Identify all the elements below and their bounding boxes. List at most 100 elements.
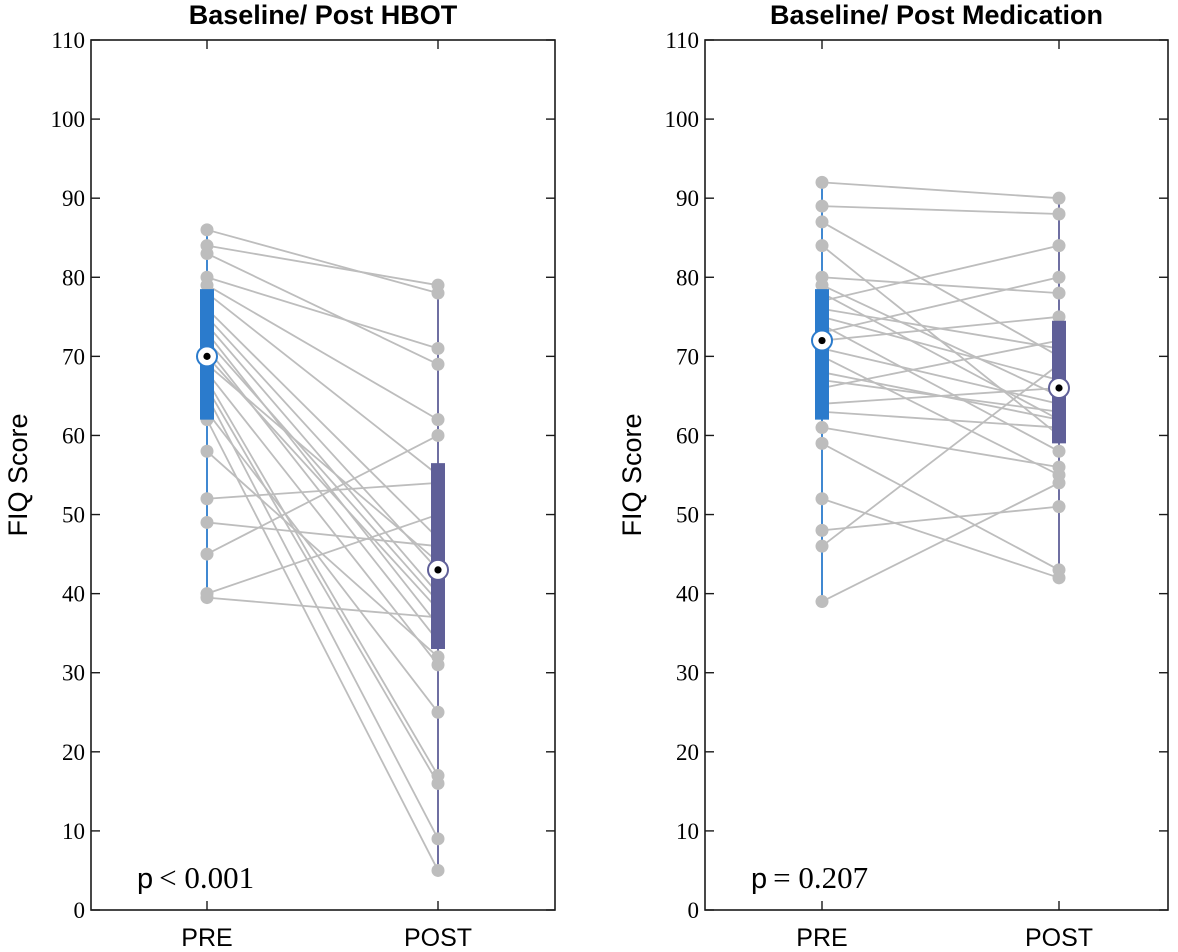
y-tick-label: 10: [62, 819, 85, 844]
pre-point: [200, 223, 214, 237]
median-dot-pre: [203, 352, 211, 360]
post-point: [431, 776, 445, 790]
post-point: [1052, 270, 1066, 284]
post-point: [431, 428, 445, 442]
pair-line: [821, 410, 1060, 429]
post-point: [431, 341, 445, 355]
box-post: [431, 463, 445, 649]
pair-line: [821, 284, 1060, 397]
p-value: < 0.001: [159, 860, 254, 895]
box-pre: [815, 289, 829, 420]
pair-line: [821, 505, 1060, 532]
y-tick-label: 30: [676, 661, 699, 686]
y-tick-label: 110: [665, 28, 699, 53]
y-tick-label: 80: [62, 265, 85, 290]
pre-point: [815, 421, 829, 435]
p-value-annotation: p = 0.207: [751, 860, 868, 895]
chart-title: Baseline/ Post Medication: [770, 0, 1103, 30]
pair-line: [206, 324, 439, 595]
p-label: p: [751, 863, 767, 895]
post-point: [431, 863, 445, 877]
pair-line: [206, 252, 439, 366]
pair-line: [206, 276, 439, 350]
pair-line: [206, 521, 439, 548]
pair-line: [821, 355, 1060, 476]
pair-line: [206, 332, 439, 626]
pair-line: [821, 387, 1060, 405]
pair-line: [821, 276, 1060, 334]
pre-point: [815, 175, 829, 189]
pair-line: [206, 371, 439, 666]
pre-point: [815, 595, 829, 609]
pair-line: [821, 497, 1060, 579]
y-tick-label: 80: [676, 265, 699, 290]
pair-line: [821, 205, 1060, 215]
y-tick-label: 90: [676, 186, 699, 211]
x-tick-label-post: POST: [404, 924, 472, 952]
post-point: [1052, 444, 1066, 458]
pair-line: [206, 513, 439, 595]
pair-line: [206, 411, 439, 713]
y-tick-label: 70: [676, 344, 699, 369]
post-point: [1052, 207, 1066, 221]
pair-line: [821, 482, 1060, 603]
chart-title: Baseline/ Post HBOT: [189, 0, 458, 30]
post-point: [1052, 571, 1066, 585]
post-point: [1052, 500, 1066, 514]
pre-point: [815, 215, 829, 229]
pair-line: [206, 308, 439, 539]
pre-point: [815, 492, 829, 506]
y-tick-label: 30: [62, 661, 85, 686]
y-tick-label: 40: [676, 582, 699, 607]
y-tick-label: 0: [74, 898, 86, 923]
pre-point: [200, 492, 214, 506]
x-tick-label-pre: PRE: [796, 924, 847, 952]
pair-line: [821, 323, 1060, 453]
pre-point: [815, 523, 829, 537]
pair-line: [206, 596, 439, 619]
pre-point: [815, 239, 829, 253]
pair-line: [206, 244, 439, 287]
pre-point: [815, 539, 829, 553]
pair-line: [206, 363, 439, 563]
y-tick-label: 70: [62, 344, 85, 369]
post-point: [1052, 191, 1066, 205]
y-tick-label: 100: [51, 107, 86, 132]
pair-line: [821, 339, 1060, 389]
y-axis-label: FIQ Score: [617, 413, 647, 536]
pair-line: [821, 315, 1060, 342]
y-tick-label: 100: [665, 107, 700, 132]
pair-line: [206, 434, 439, 555]
y-tick-label: 0: [688, 898, 700, 923]
post-point: [1052, 310, 1066, 324]
pair-line: [821, 181, 1060, 200]
pair-line: [206, 228, 439, 294]
pair-line: [206, 395, 439, 840]
pair-line: [821, 442, 1060, 571]
pair-line: [206, 355, 439, 611]
pre-point: [815, 199, 829, 213]
median-dot-post: [1055, 384, 1063, 392]
pair-line: [821, 244, 1060, 302]
post-point: [431, 357, 445, 371]
y-tick-label: 110: [51, 28, 85, 53]
pair-line: [821, 276, 1060, 294]
pair-line: [206, 339, 439, 603]
post-point: [1052, 239, 1066, 253]
p-value-annotation: p < 0.001: [137, 860, 254, 895]
pair-line: [821, 363, 1060, 547]
y-tick-label: 50: [676, 503, 699, 528]
post-point: [1052, 460, 1066, 474]
y-tick-label: 60: [62, 423, 85, 448]
plot-frame: [90, 39, 556, 911]
pair-line: [821, 315, 1060, 381]
pre-point: [200, 515, 214, 529]
y-tick-label: 20: [676, 740, 699, 765]
pair-line: [206, 284, 439, 421]
post-point: [431, 705, 445, 719]
y-tick-label: 20: [62, 740, 85, 765]
pair-line: [206, 379, 439, 776]
pair-line: [821, 292, 1060, 421]
pre-point: [200, 591, 214, 605]
